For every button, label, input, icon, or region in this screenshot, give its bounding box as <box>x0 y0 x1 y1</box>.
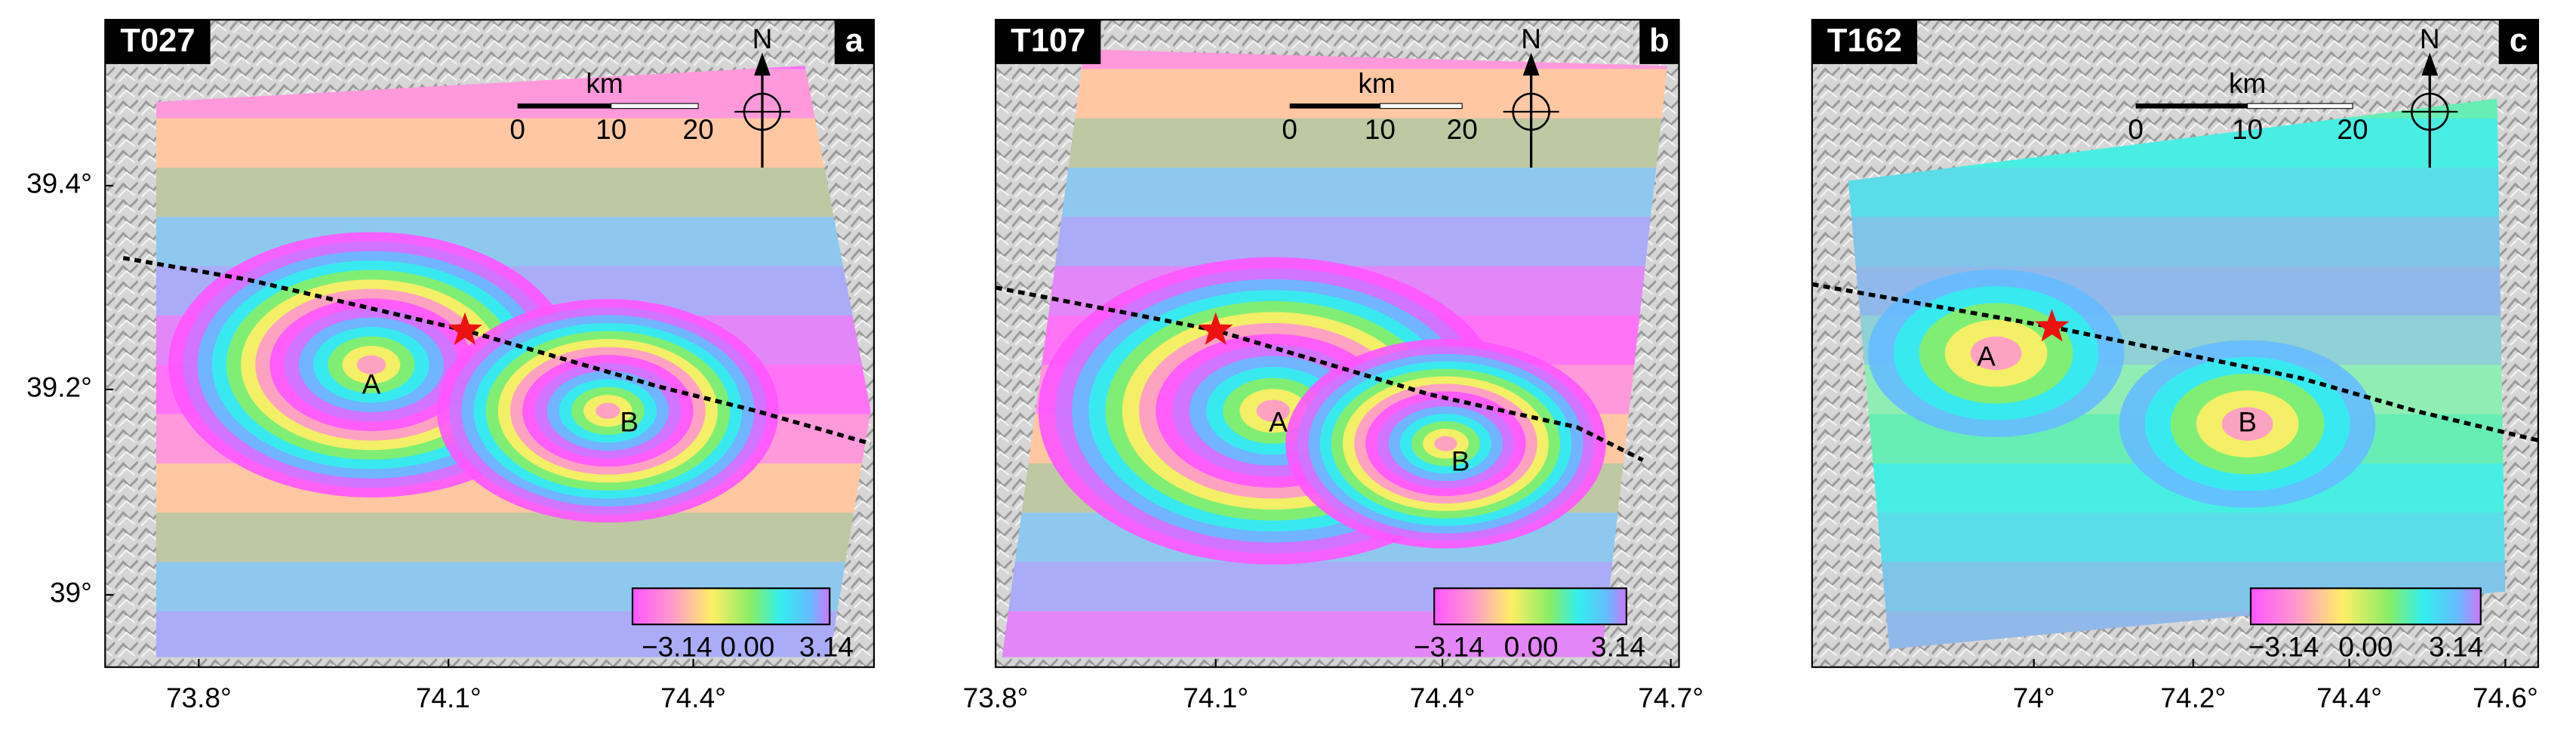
colorbar-label: 3.14 <box>2429 632 2483 663</box>
panel-letter: b <box>1649 23 1670 59</box>
fringe <box>1256 399 1291 422</box>
epicenter-star <box>1198 312 1233 345</box>
lon-label: 74.4° <box>660 682 726 713</box>
scale-label: 10 <box>596 114 626 145</box>
fault-trace <box>122 256 872 446</box>
track-label: T027 <box>120 23 195 59</box>
scale-bar <box>2135 103 2248 109</box>
fringe-band <box>155 168 871 217</box>
fault-trace <box>995 285 1644 462</box>
lon-label: 74.1° <box>1183 682 1248 713</box>
scale-label: 0 <box>2128 114 2144 145</box>
fringe-band <box>1848 168 2506 217</box>
fringe-band <box>1002 168 1668 217</box>
fringe-band <box>1848 217 2506 266</box>
letter-box <box>834 20 874 64</box>
lon-label: 74.1° <box>416 682 482 713</box>
scale-unit: km <box>1358 68 1395 99</box>
lat-label: 39.4° <box>26 168 92 199</box>
fringe <box>1434 436 1457 451</box>
north-label: N <box>752 23 773 54</box>
panel-letter: c <box>2510 23 2528 59</box>
epicenter-star <box>448 312 482 345</box>
track-box <box>1811 20 1918 64</box>
colorbar-label: −3.14 <box>2248 632 2319 663</box>
colorbar-label: −3.14 <box>642 632 712 663</box>
colorbar <box>2249 587 2482 626</box>
fringe-band <box>1002 217 1668 266</box>
scale-label: 0 <box>509 114 525 145</box>
scale-bar <box>2247 103 2353 109</box>
scale-label: 10 <box>1365 114 1396 145</box>
scale-label: 0 <box>1282 114 1297 145</box>
scale-bar <box>1289 103 1380 109</box>
frame <box>104 19 876 668</box>
epicenter-star <box>2034 309 2070 342</box>
scale-bar <box>611 103 699 109</box>
lon-label: 73.8° <box>963 682 1029 713</box>
colorbar-label: 3.14 <box>799 632 854 663</box>
frame <box>994 19 1680 668</box>
track-label: T107 <box>1011 23 1085 59</box>
point-label: B <box>2238 406 2257 437</box>
scale-label: 20 <box>2337 114 2368 145</box>
scale-label: 10 <box>2232 114 2263 145</box>
lon-label: 73.8° <box>166 682 232 713</box>
scale-unit: km <box>586 68 623 99</box>
colorbar-label: 0.00 <box>720 632 774 663</box>
north-arrow-head <box>1522 52 1540 76</box>
letter-box <box>1639 20 1679 64</box>
colorbar-label: 3.14 <box>1591 632 1645 663</box>
lon-label: 74.6° <box>2473 682 2538 713</box>
lat-label: 39° <box>50 578 92 608</box>
colorbar-label: 0.00 <box>1504 632 1559 663</box>
lon-label: 74° <box>2013 682 2055 713</box>
frame <box>1811 19 2540 668</box>
north-arrow-head <box>754 52 771 76</box>
fringe-band <box>1002 118 1668 168</box>
fringe <box>1970 336 2022 371</box>
point-label: A <box>1269 406 1288 437</box>
point-label: B <box>620 406 639 437</box>
interferogram <box>1002 49 1668 658</box>
lon-label: 74.4° <box>1410 682 1476 713</box>
scale-bar <box>517 103 611 109</box>
letter-box <box>2498 20 2538 64</box>
lon-label: 74.4° <box>2316 682 2382 713</box>
panel-letter: a <box>845 23 864 59</box>
scale-label: 20 <box>1447 114 1478 145</box>
fringe <box>596 402 620 419</box>
scale-label: 20 <box>683 114 714 145</box>
point-label: B <box>1451 446 1470 477</box>
colorbar <box>631 587 831 626</box>
panel: A B T027 a km 0 10 20 N −3.14 0.00 3.14 39.4° 39.2° 39… <box>26 19 876 713</box>
scale-bar <box>1379 103 1463 109</box>
colorbar-label: 0.00 <box>2338 632 2393 663</box>
fringe <box>356 355 386 374</box>
fringe <box>2221 407 2273 441</box>
track-box <box>105 20 211 64</box>
north-arrow-head <box>2421 52 2439 76</box>
fault-trace <box>1811 282 2539 442</box>
lon-label: 74.7° <box>1638 682 1703 713</box>
north-label: N <box>2420 23 2440 54</box>
panel: A B T162 c km 0 10 20 N −3.14 0.00 3.14 74° 74.2° 74.4… <box>1811 19 2540 713</box>
fringe-band <box>1848 513 2506 562</box>
colorbar-label: −3.14 <box>1414 632 1485 663</box>
point-label: A <box>362 368 381 399</box>
scale-unit: km <box>2229 68 2266 99</box>
lon-label: 74.2° <box>2160 682 2226 713</box>
fringe-band <box>1002 69 1668 119</box>
north-label: N <box>1521 23 1541 54</box>
fringe-band <box>155 513 871 562</box>
panel: A B T107 b km 0 10 20 N −3.14 0.00 3.14 73.8° 74.1° 74… <box>963 19 1703 713</box>
track-box <box>996 20 1101 64</box>
point-label: A <box>1977 340 1996 371</box>
lat-label: 39.2° <box>26 372 92 403</box>
fringe-band <box>155 118 871 168</box>
track-label: T162 <box>1827 23 1902 59</box>
colorbar <box>1433 587 1627 626</box>
